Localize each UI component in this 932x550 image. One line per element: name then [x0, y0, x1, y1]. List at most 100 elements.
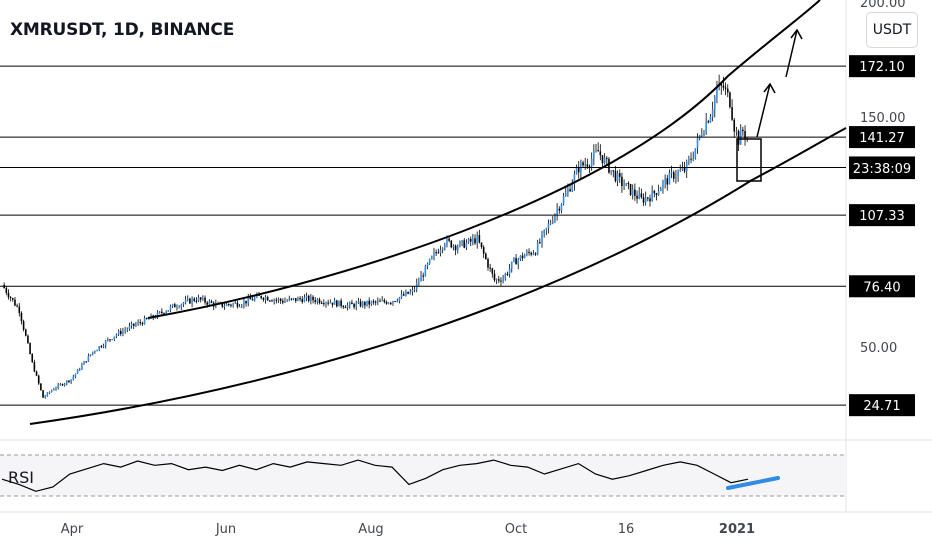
candle: [677, 169, 679, 182]
candle: [307, 294, 310, 303]
candle: [685, 159, 688, 179]
candle: [130, 321, 133, 329]
candle: [595, 144, 597, 153]
candle: [132, 323, 135, 330]
candle: [476, 231, 478, 249]
candle: [461, 239, 463, 247]
candle: [610, 170, 612, 176]
rsi-trend-line[interactable]: [726, 476, 780, 490]
time-axis[interactable]: Apr Jun Aug Oct 16 2021: [61, 522, 755, 537]
candle: [180, 303, 183, 311]
candle: [737, 129, 740, 151]
candle: [629, 183, 632, 197]
candle: [14, 296, 16, 307]
candle: [297, 296, 299, 302]
candle: [478, 229, 481, 244]
candle: [20, 311, 23, 325]
candle: [109, 339, 111, 343]
channel-upper-curve[interactable]: [147, 0, 821, 319]
candle: [612, 170, 615, 178]
candle: [532, 250, 535, 256]
candle: [552, 215, 554, 225]
candle: [22, 319, 25, 332]
candle: [526, 249, 528, 257]
candle: [634, 183, 636, 201]
candle: [327, 299, 329, 306]
candle: [100, 344, 103, 349]
candle: [57, 382, 59, 390]
candle: [191, 296, 193, 308]
candle: [76, 368, 79, 374]
candle: [558, 206, 561, 214]
candle: [329, 299, 332, 304]
candle: [696, 133, 699, 154]
candle: [251, 296, 254, 301]
candle: [253, 296, 256, 302]
candle: [230, 303, 232, 308]
candle: [171, 303, 174, 308]
price-axis[interactable]: 50.00150.00200.00172.10141.27128.06107.3…: [849, 0, 915, 417]
candle: [705, 113, 707, 136]
rsi-band: [0, 455, 846, 496]
candle: [277, 297, 280, 303]
candle: [489, 263, 491, 272]
candle: [383, 298, 386, 304]
candle: [742, 126, 744, 136]
candle: [519, 255, 522, 261]
candle: [292, 297, 295, 301]
candle: [407, 291, 409, 295]
candle: [176, 304, 178, 311]
candle: [459, 240, 461, 248]
candle: [184, 295, 187, 305]
candle: [87, 353, 90, 362]
candle: [50, 389, 53, 393]
candle: [545, 227, 548, 236]
candle: [301, 295, 304, 304]
quote-currency-button[interactable]: USDT: [866, 12, 918, 48]
candle: [569, 185, 571, 193]
candle: [409, 289, 412, 295]
candle: [662, 179, 664, 194]
candle: [124, 326, 126, 334]
candle: [312, 295, 314, 304]
candle: [377, 297, 379, 306]
candle: [692, 151, 694, 162]
candle: [385, 300, 388, 305]
candle: [731, 99, 733, 121]
candle: [597, 142, 599, 152]
candle: [66, 380, 68, 386]
time-tick-label: Aug: [358, 522, 383, 537]
candle: [5, 286, 8, 296]
candle: [433, 247, 435, 261]
candle: [137, 319, 139, 326]
candle: [299, 296, 301, 302]
candle: [722, 76, 725, 91]
rsi-indicator-label[interactable]: RSI: [8, 468, 34, 487]
candle: [523, 253, 526, 259]
candle: [480, 242, 483, 249]
bar-countdown-tag: 23:38:09: [849, 157, 915, 180]
candle: [539, 238, 541, 244]
candle: [210, 299, 213, 304]
time-tick-label: Jun: [215, 522, 236, 537]
candle: [40, 383, 42, 391]
rsi-line: [1, 459, 749, 492]
candle: [294, 298, 297, 303]
channel-lower-curve[interactable]: [29, 127, 847, 425]
candle: [98, 345, 100, 352]
candle: [240, 304, 243, 309]
candle: [344, 305, 347, 309]
candle: [739, 124, 742, 145]
candle: [681, 161, 684, 171]
candle: [474, 234, 476, 245]
candle: [498, 276, 500, 284]
recent-range-box[interactable]: [736, 138, 762, 182]
svg-text:141.27: 141.27: [859, 131, 905, 146]
candle: [424, 264, 427, 277]
candle: [266, 295, 269, 301]
candle: [688, 155, 690, 166]
projection-arrows[interactable]: [756, 28, 803, 138]
candle: [361, 300, 364, 308]
candle: [174, 302, 176, 308]
